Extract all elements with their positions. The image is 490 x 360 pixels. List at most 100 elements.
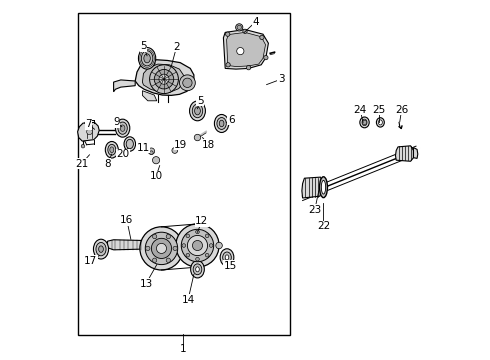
Polygon shape	[414, 148, 418, 158]
Ellipse shape	[219, 120, 224, 127]
Circle shape	[196, 230, 199, 234]
Circle shape	[81, 144, 85, 148]
Ellipse shape	[190, 101, 205, 121]
Text: 15: 15	[224, 261, 237, 271]
Circle shape	[193, 240, 202, 251]
Ellipse shape	[105, 141, 118, 158]
Circle shape	[173, 246, 177, 251]
Circle shape	[166, 234, 171, 239]
Ellipse shape	[124, 137, 136, 151]
Ellipse shape	[96, 243, 106, 256]
Polygon shape	[143, 64, 184, 92]
Circle shape	[159, 74, 169, 84]
Circle shape	[179, 75, 196, 91]
Polygon shape	[114, 80, 135, 92]
Text: 12: 12	[195, 216, 208, 226]
Text: 1: 1	[180, 344, 186, 354]
Circle shape	[264, 55, 268, 60]
Text: 7: 7	[85, 119, 92, 129]
Circle shape	[145, 232, 178, 265]
Circle shape	[237, 25, 242, 30]
Circle shape	[205, 253, 209, 257]
Circle shape	[186, 234, 190, 238]
Circle shape	[205, 234, 209, 238]
Text: 10: 10	[149, 171, 163, 181]
Text: 6: 6	[228, 114, 235, 125]
Ellipse shape	[222, 252, 231, 263]
Ellipse shape	[217, 117, 226, 130]
Text: 5: 5	[140, 41, 147, 51]
Circle shape	[172, 148, 178, 153]
Circle shape	[146, 246, 150, 251]
Ellipse shape	[126, 139, 133, 149]
Text: 24: 24	[354, 105, 367, 115]
Text: 19: 19	[174, 140, 188, 150]
Text: 18: 18	[202, 140, 215, 150]
Circle shape	[152, 157, 160, 164]
Circle shape	[176, 224, 219, 267]
Ellipse shape	[362, 119, 367, 126]
Text: 26: 26	[395, 105, 408, 115]
Circle shape	[194, 134, 201, 141]
Circle shape	[149, 151, 153, 154]
Text: 9: 9	[113, 117, 120, 127]
Ellipse shape	[196, 267, 199, 272]
Text: 8: 8	[104, 159, 111, 169]
Text: 20: 20	[116, 149, 129, 159]
Circle shape	[148, 148, 155, 154]
Ellipse shape	[220, 249, 234, 266]
Text: 4: 4	[252, 17, 259, 27]
Circle shape	[236, 24, 243, 31]
Circle shape	[246, 66, 251, 70]
Ellipse shape	[120, 125, 125, 131]
Circle shape	[151, 238, 172, 258]
Bar	[77, 13, 290, 335]
Ellipse shape	[378, 120, 382, 125]
Ellipse shape	[319, 177, 327, 198]
Ellipse shape	[118, 122, 127, 134]
Ellipse shape	[321, 180, 326, 194]
Text: 11: 11	[137, 143, 150, 153]
Ellipse shape	[191, 261, 204, 278]
Circle shape	[260, 35, 264, 40]
Ellipse shape	[225, 255, 229, 260]
Circle shape	[186, 253, 190, 257]
Text: 25: 25	[372, 105, 386, 115]
Ellipse shape	[94, 239, 109, 259]
Ellipse shape	[215, 114, 229, 132]
Polygon shape	[77, 122, 99, 141]
Ellipse shape	[195, 107, 200, 115]
Ellipse shape	[139, 48, 156, 69]
Ellipse shape	[110, 147, 114, 153]
Text: 13: 13	[139, 279, 152, 289]
Circle shape	[156, 243, 167, 253]
Polygon shape	[135, 60, 194, 95]
Circle shape	[149, 65, 178, 94]
Polygon shape	[107, 240, 144, 250]
Circle shape	[226, 63, 230, 67]
Polygon shape	[395, 146, 414, 161]
Circle shape	[363, 120, 367, 125]
Circle shape	[152, 258, 157, 262]
Circle shape	[237, 48, 244, 55]
Ellipse shape	[376, 118, 384, 127]
Circle shape	[209, 244, 213, 247]
Ellipse shape	[108, 144, 116, 155]
Circle shape	[225, 32, 230, 36]
Polygon shape	[223, 30, 269, 69]
Polygon shape	[143, 91, 157, 101]
Text: 16: 16	[121, 215, 134, 225]
Text: 17: 17	[84, 256, 98, 266]
Ellipse shape	[192, 104, 203, 118]
Ellipse shape	[98, 246, 103, 252]
Circle shape	[243, 29, 247, 33]
Circle shape	[196, 257, 199, 261]
Circle shape	[154, 69, 174, 89]
Circle shape	[182, 244, 186, 247]
Polygon shape	[227, 32, 266, 67]
Text: 22: 22	[317, 221, 330, 231]
Circle shape	[152, 234, 157, 239]
Ellipse shape	[116, 119, 130, 137]
Circle shape	[166, 258, 171, 262]
Polygon shape	[302, 177, 322, 198]
